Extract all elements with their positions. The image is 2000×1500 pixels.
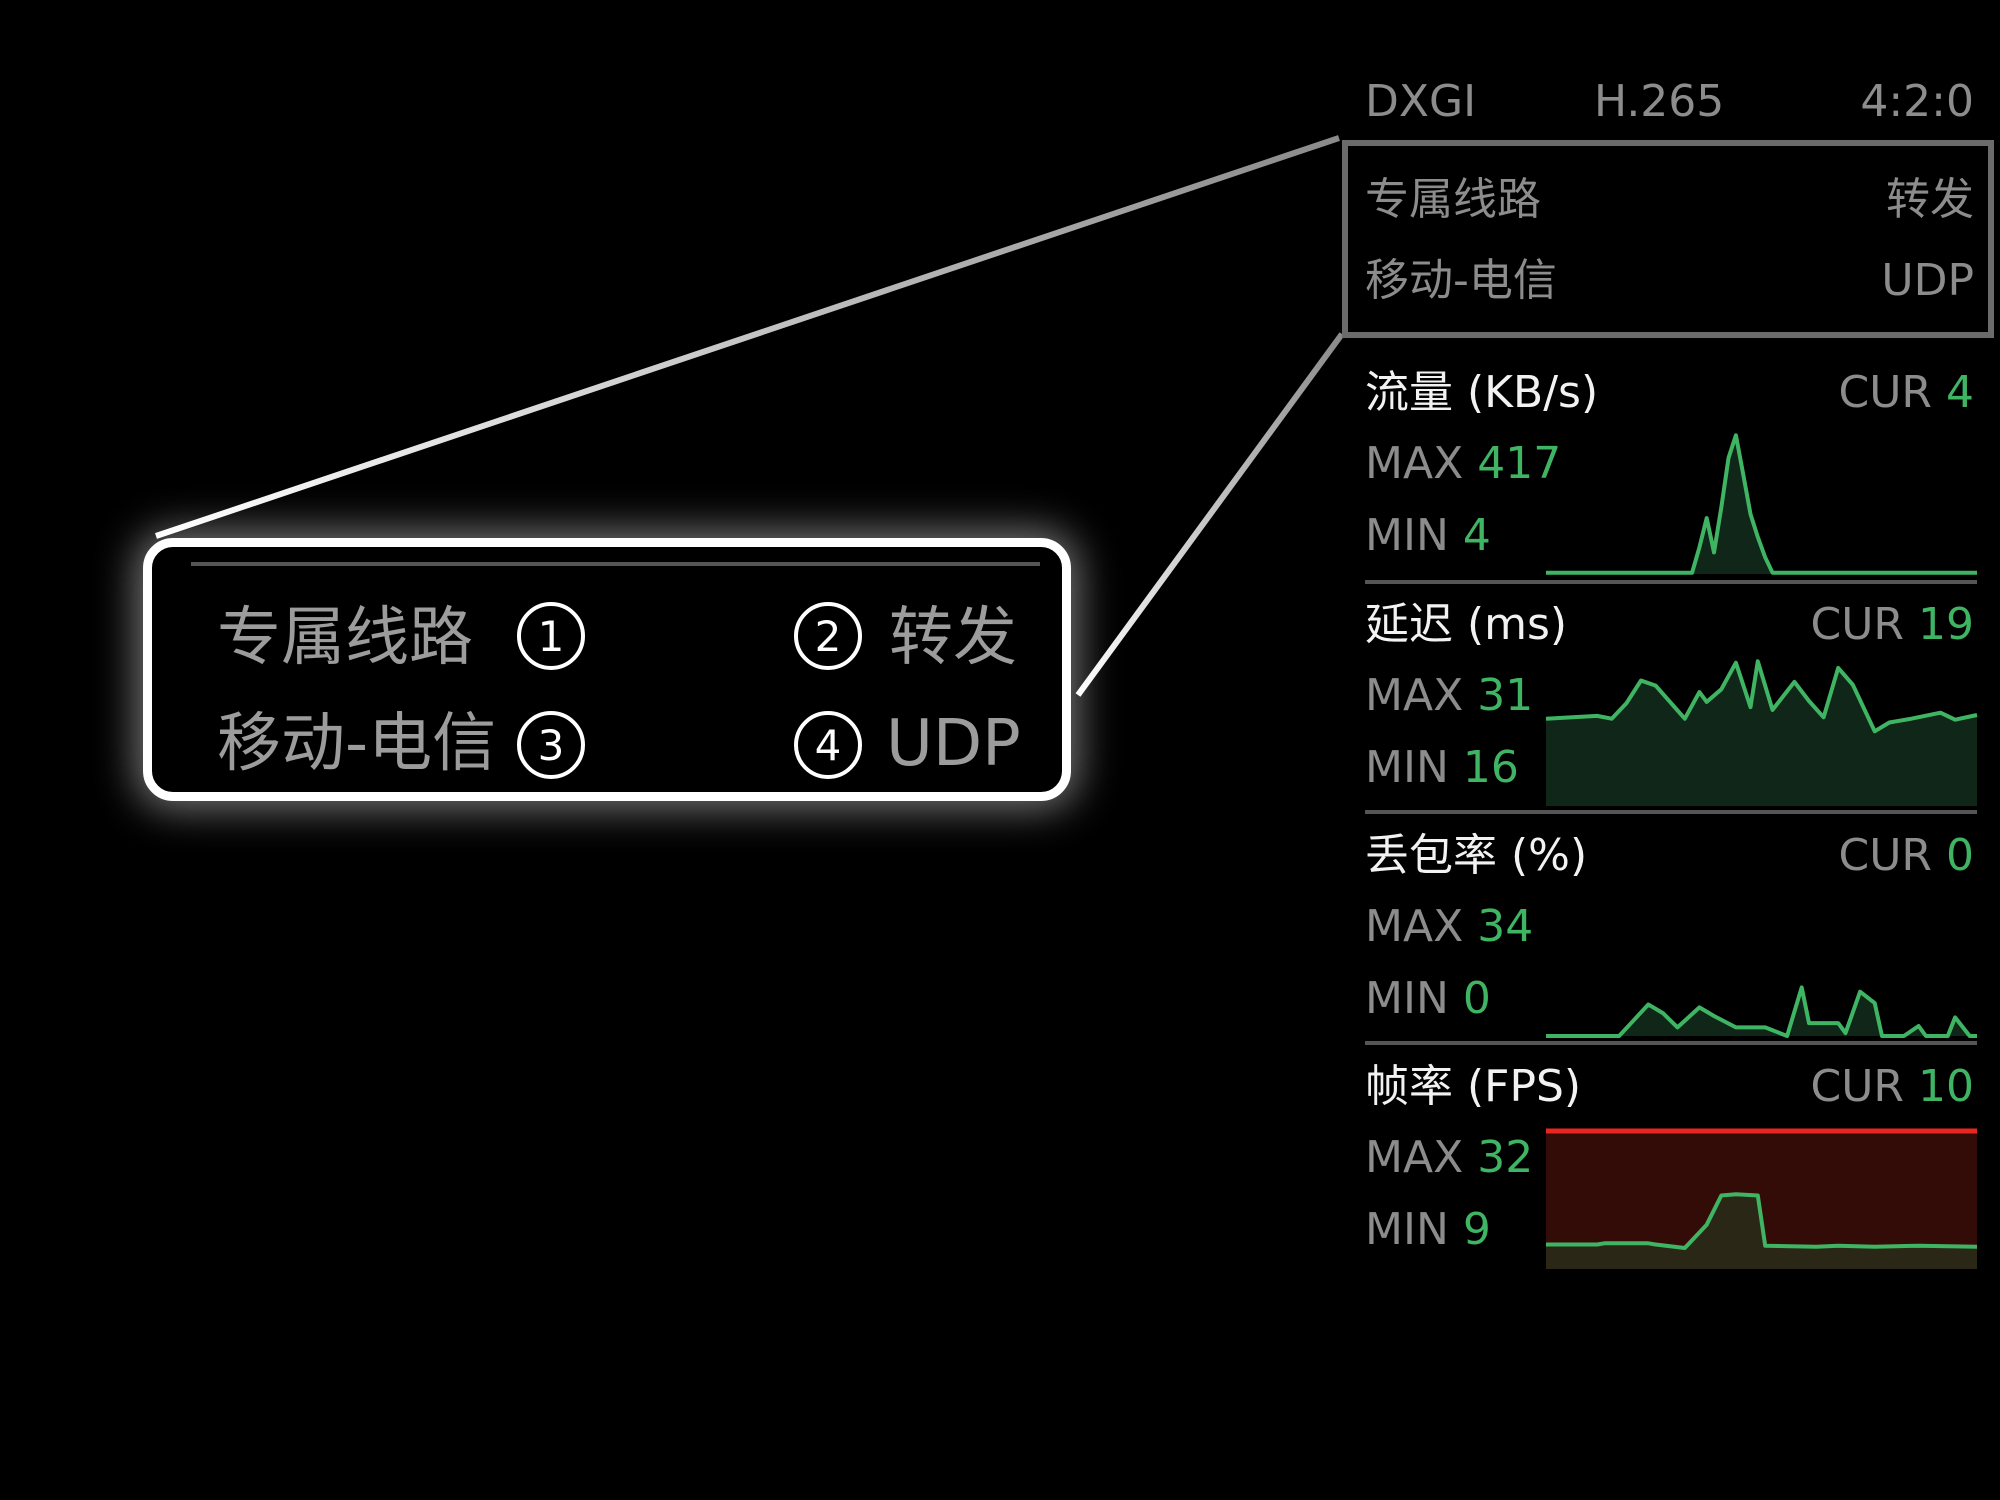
series-line: [1546, 985, 1977, 1038]
cur-value: 0: [1946, 830, 1974, 881]
max-label: MAX: [1365, 1132, 1464, 1183]
cur-label: CUR: [1838, 367, 1933, 418]
framerate-min: MIN 9: [1365, 1208, 1491, 1252]
capture-method: DXGI: [1365, 76, 1477, 127]
cur-label: CUR: [1838, 830, 1933, 881]
traffic-max: MAX 417: [1365, 442, 1561, 486]
marker-2-icon: 2: [794, 602, 862, 670]
latency-current: CUR 19: [1811, 603, 1975, 647]
traffic-min: MIN 4: [1365, 514, 1491, 558]
cur-value: 19: [1918, 599, 1974, 650]
cur-label: CUR: [1810, 599, 1905, 650]
codec: H.265: [1594, 76, 1725, 127]
section-divider: [1365, 810, 1977, 814]
cur-value: 10: [1918, 1061, 1974, 1112]
cur-label: CUR: [1810, 1061, 1905, 1112]
framerate-title: 帧率 (FPS): [1365, 1061, 1582, 1112]
latency-chart: [1545, 659, 1978, 806]
min-value: 4: [1462, 510, 1491, 561]
latency-min: MIN 16: [1365, 746, 1519, 790]
callout-divider: [191, 562, 1040, 566]
packet-loss-min: MIN 0: [1365, 977, 1491, 1021]
series-line: [1546, 433, 1977, 575]
max-value: 31: [1477, 670, 1534, 721]
protocol: UDP: [1881, 255, 1974, 306]
marker-3-icon: 3: [517, 711, 585, 779]
packet-loss-max: MAX 34: [1365, 905, 1533, 949]
framerate-chart: [1546, 1128, 1978, 1269]
callout-carrier: 移动-电信: [217, 707, 497, 781]
traffic-title: 流量 (KB/s): [1365, 367, 1599, 418]
chroma-subsampling: 4:2:0: [1860, 76, 1974, 127]
framerate-current: CUR 10: [1811, 1065, 1975, 1109]
marker-4-icon: 4: [794, 711, 862, 779]
packet-loss-chart: [1546, 985, 1977, 1038]
cur-value: 4: [1946, 367, 1974, 418]
traffic-chart: [1546, 433, 1977, 575]
min-label: MIN: [1365, 510, 1449, 561]
traffic-current: CUR 4: [1839, 371, 1975, 415]
carrier: 移动-电信: [1365, 255, 1557, 306]
min-label: MIN: [1365, 1204, 1449, 1255]
max-value: 32: [1477, 1132, 1534, 1183]
series-area: [1546, 661, 1977, 806]
packet-loss-title: 丢包率 (%): [1365, 830, 1588, 881]
latency-max: MAX 31: [1365, 674, 1533, 718]
marker-1-icon: 1: [517, 602, 585, 670]
latency-title: 延迟 (ms): [1365, 599, 1568, 650]
line-type: 专属线路: [1365, 174, 1541, 225]
section-divider: [1365, 1041, 1977, 1045]
max-label: MAX: [1365, 438, 1464, 489]
series-line: [1546, 1192, 1978, 1250]
min-value: 0: [1462, 973, 1491, 1024]
callout-line-type: 专属线路: [217, 601, 473, 675]
max-value: 417: [1477, 438, 1562, 489]
min-value: 16: [1462, 742, 1519, 793]
section-divider: [1365, 580, 1977, 584]
callout-zoom-box: [143, 538, 1071, 801]
min-label: MIN: [1365, 742, 1449, 793]
series-area: [1546, 435, 1977, 574]
framerate-max: MAX 32: [1365, 1136, 1533, 1180]
max-value: 34: [1477, 901, 1534, 952]
min-label: MIN: [1365, 973, 1449, 1024]
connector-line-top: [155, 135, 1340, 539]
network-info-box: [1342, 140, 1994, 338]
series-line: [1545, 659, 1978, 734]
callout-protocol: UDP: [886, 707, 1021, 781]
callout-relay-mode: 转发: [889, 601, 1017, 675]
max-label: MAX: [1365, 901, 1464, 952]
relay-mode: 转发: [1886, 174, 1974, 225]
packet-loss-current: CUR 0: [1839, 834, 1975, 878]
min-value: 9: [1462, 1204, 1491, 1255]
max-label: MAX: [1365, 670, 1464, 721]
connector-line-bottom: [1075, 332, 1345, 697]
